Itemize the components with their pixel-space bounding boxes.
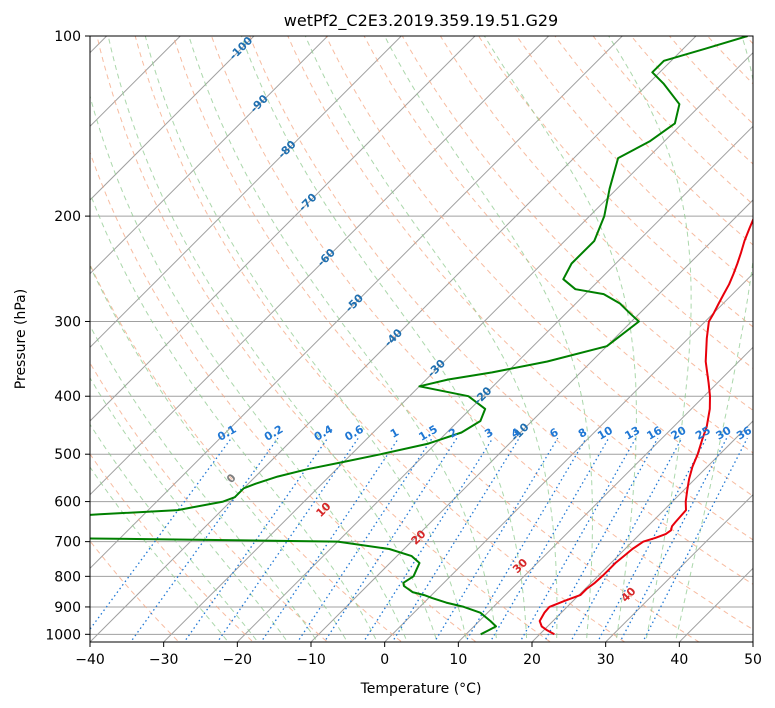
dry-adiabat-line: [287, 36, 753, 541]
isotherm-line: [90, 36, 476, 422]
x-axis: −40 −30 −20 −10 0 10 20 30 40 50: [75, 642, 762, 668]
moist-adiabat-line: [188, 36, 498, 642]
mixing-ratio-line: [391, 437, 520, 642]
y-tick-label: 700: [54, 535, 81, 551]
dry-adiabat-line: [771, 23, 775, 647]
isotherm-line: [90, 36, 550, 496]
mixing-ratio-line: [216, 437, 359, 642]
x-tick-label: −30: [149, 652, 179, 668]
y-axis-label: Pressure (hPa): [13, 289, 29, 389]
moist-adiabat-line: [90, 376, 289, 642]
dry-adiabat-line: [90, 150, 477, 642]
moist-adiabat-line: [90, 94, 408, 642]
x-tick-label: −20: [223, 652, 253, 668]
x-tick-label: 30: [597, 652, 615, 668]
moist-adiabat-line: [90, 191, 378, 642]
mixing-ratio-line: [296, 437, 433, 642]
y-tick-label: 300: [54, 314, 81, 330]
dry-adiabat-line: [90, 540, 180, 642]
dry-adiabat-line: [325, 36, 753, 497]
plot-frame: [89, 35, 754, 643]
dry-adiabat-line: [439, 36, 753, 369]
y-axis: 100 200 300 400 500 600 700 800 900 1000: [45, 29, 90, 643]
plot-layers: -100-90-80-70-60-50-40-30-20-100.1 0.2 0.4…: [90, 23, 775, 647]
temperature-profile-line: [538, 217, 753, 636]
mixing-ratio-line: [619, 437, 728, 642]
dry-adiabat-line: [478, 36, 753, 328]
mixing-ratio-line: [90, 437, 232, 631]
y-tick-label: 200: [54, 209, 81, 225]
mixing-ratio-line: [362, 437, 494, 642]
mixing-ratio-label: 36: [734, 424, 754, 443]
moist-adiabat-line: [483, 36, 637, 642]
mixing-ratio-line: [433, 437, 559, 642]
moist-adiabat-line: [144, 36, 468, 642]
y-tick-label: 600: [54, 495, 81, 511]
isotherm-line: [162, 51, 753, 642]
dry-adiabat-line: [96, 36, 552, 642]
plot-area: [90, 36, 753, 642]
isotherm-line: [531, 420, 753, 642]
mixing-ratio-line: [543, 437, 659, 642]
x-tick-label: 50: [744, 652, 762, 668]
y-tick-label: 900: [54, 600, 81, 616]
x-tick-label: 0: [380, 652, 389, 668]
dry-adiabat-line: [134, 36, 626, 642]
y-tick-label: 800: [54, 569, 81, 585]
isotherm-line: [604, 493, 753, 642]
isotherm-line: [90, 36, 697, 642]
moist-adiabat-line: [107, 36, 438, 642]
y-tick-label: 400: [54, 389, 81, 405]
mixing-ratio-line: [641, 437, 748, 642]
moist-adiabat-line: [90, 466, 229, 642]
moist-adiabat-line: [384, 36, 593, 642]
y-tick-label: 500: [54, 447, 81, 463]
isotherm-line: [383, 272, 753, 642]
dry-adiabat-line: [90, 362, 329, 642]
mixing-ratio-line: [569, 437, 683, 642]
isotherm-line: [90, 36, 255, 201]
x-tick-label: 40: [670, 652, 688, 668]
dewpoint-profile-line: [90, 36, 748, 636]
moist-adiabat-line: [90, 423, 259, 642]
isotherm-line: [90, 36, 329, 275]
mixing-ratio-line: [596, 437, 707, 642]
dry-adiabat-line: [363, 36, 753, 454]
mixing-ratio-line: [260, 437, 400, 642]
isotherm-line: [90, 36, 403, 349]
x-tick-label: 20: [523, 652, 541, 668]
moist-adiabat-line: [304, 36, 558, 642]
mixing-ratio-line: [323, 437, 458, 642]
x-tick-label: −10: [296, 652, 326, 668]
y-tick-label: 100: [54, 29, 81, 45]
isotherm-line: [90, 36, 624, 570]
y-tick-label: 1000: [45, 627, 81, 643]
isotherm-line: [310, 199, 753, 642]
moist-adiabat-line: [674, 36, 753, 642]
x-tick-label: −40: [75, 652, 105, 668]
mixing-ratio-line: [183, 437, 329, 642]
moist-adiabat-line: [90, 264, 348, 642]
x-tick-label: 10: [449, 652, 467, 668]
chart-title: wetPf2_C2E3.2019.359.19.51.G29: [284, 11, 558, 31]
x-axis-label: Temperature (°C): [360, 681, 482, 697]
